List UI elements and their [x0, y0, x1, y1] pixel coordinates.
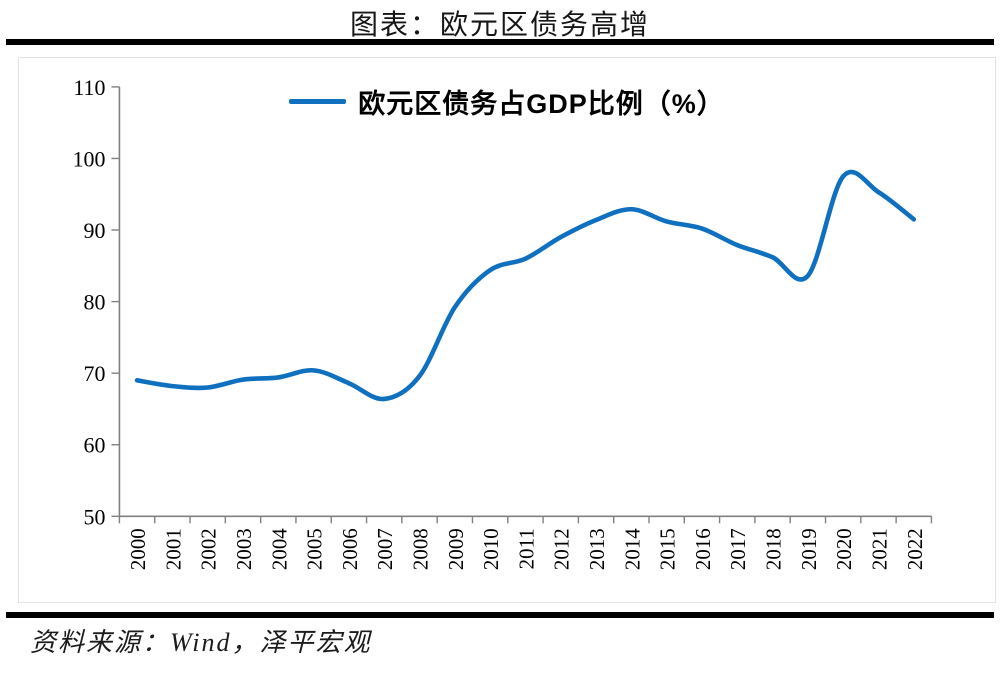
line-chart-plot: 50 60 70 80 90 100 110 2000 2001 2002 2003 2004 2005…	[73, 75, 933, 570]
page-title: 图表：欧元区债务高增	[349, 10, 650, 41]
x-tick-label: 2017	[726, 528, 750, 570]
x-tick-label: 2012	[550, 528, 574, 570]
x-tick-label: 2016	[691, 528, 715, 570]
x-tick-label: 2001	[161, 528, 185, 570]
x-tick-label: 2018	[761, 528, 785, 570]
x-tick-label: 2006	[338, 528, 362, 570]
x-tick-label: 2009	[444, 528, 468, 570]
x-tick-label: 2013	[585, 528, 609, 570]
x-tick-label: 2022	[903, 528, 927, 570]
x-tick-label: 2003	[232, 528, 256, 570]
chart-area: 欧元区债务占GDP比例（%） 50 60 70 80 90 100 110 2000 2001 2…	[18, 57, 996, 603]
x-tick-label: 2020	[832, 528, 856, 570]
x-tick-label: 2005	[303, 528, 327, 570]
legend-label: 欧元区债务占GDP比例（%）	[358, 89, 725, 119]
source-note: 资料来源：Wind，泽平宏观	[30, 628, 372, 657]
bottom-divider	[6, 612, 994, 618]
x-tick-label: 2010	[479, 528, 503, 570]
legend-line-marker	[289, 99, 347, 104]
x-tick-label: 2008	[408, 528, 432, 570]
debt-ratio-line	[134, 169, 917, 402]
y-tick-label: 70	[84, 361, 106, 386]
y-tick-label: 110	[73, 75, 105, 100]
x-tick-label: 2014	[620, 528, 644, 570]
chart-legend: 欧元区债务占GDP比例（%）	[19, 82, 995, 121]
top-divider	[6, 39, 994, 45]
x-tick-label: 2021	[867, 528, 891, 570]
y-tick-label: 50	[84, 504, 106, 529]
y-tick-label: 60	[84, 433, 106, 458]
x-tick-label: 2011	[514, 528, 538, 569]
x-tick-label: 2000	[126, 528, 150, 570]
x-tick-label: 2015	[656, 528, 680, 570]
x-tick-label: 2007	[373, 528, 397, 570]
y-tick-label: 80	[84, 290, 106, 315]
x-tick-label: 2004	[267, 528, 291, 570]
x-tick-label: 2002	[197, 528, 221, 570]
y-tick-label: 100	[73, 146, 106, 171]
y-tick-label: 90	[84, 218, 106, 243]
x-tick-label: 2019	[797, 528, 821, 570]
